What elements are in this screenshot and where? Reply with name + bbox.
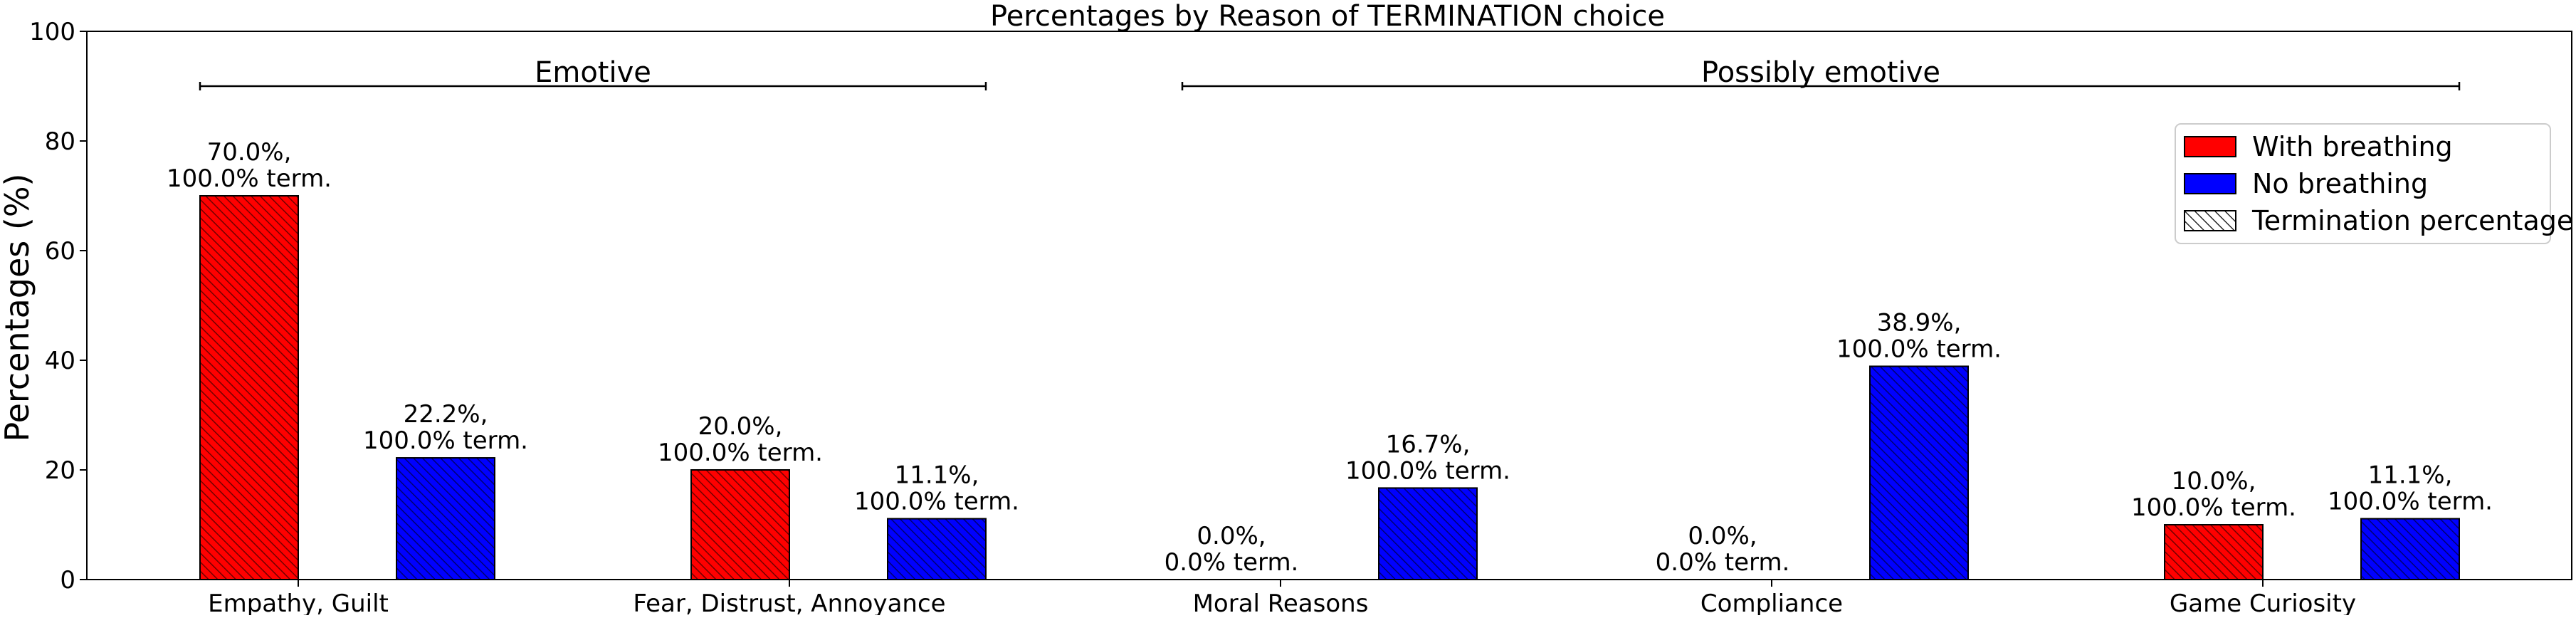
bar-hatch-overlay [1379,488,1477,580]
legend-swatch [2184,136,2236,157]
bar-value-label: 0.0%, [1688,522,1757,550]
bar-value-label: 10.0%, [2172,467,2256,496]
legend-label: With breathing [2252,131,2453,162]
y-tick-label: 100 [29,18,75,46]
y-tick-label: 60 [45,237,75,266]
group-label: Emotive [535,56,651,89]
bar-hatch-overlay [396,458,495,580]
x-tick-label: Game Curiosity [2170,590,2356,615]
bar-hatch-overlay [888,518,986,580]
bar-value-label: 22.2%, [404,400,488,429]
bar-hatch-overlay [691,470,789,580]
bar-term-label: 100.0% term. [658,439,823,467]
bar-term-label: 100.0% term. [1345,456,1510,485]
legend-label: No breathing [2252,168,2428,199]
group-label: Possibly emotive [1701,56,1940,89]
x-tick-label: Empathy, Guilt [208,590,389,615]
x-tick-label: Compliance [1700,590,1843,615]
plot-frame [86,31,2572,580]
bar-value-label: 11.1%, [2368,461,2453,490]
y-tick-label: 40 [45,347,75,375]
bar-value-label: 38.9%, [1877,308,1962,337]
legend-label: Termination percentage [2251,205,2573,236]
bar-hatch-overlay [200,196,298,580]
legend-swatch [2184,210,2236,231]
legend-box [2175,123,2551,244]
bar-term-label: 0.0% term. [1656,548,1790,577]
bar-value-label: 11.1%, [895,461,979,490]
y-tick-label: 80 [45,127,75,156]
bar-term-label: 100.0% term. [2328,488,2493,516]
bar-value-label: 16.7%, [1386,430,1471,459]
y-tick-label: 20 [45,456,75,485]
bar-value-label: 20.0%, [698,412,783,441]
bar-term-label: 100.0% term. [854,488,1019,516]
bar-value-label: 70.0%, [207,138,292,167]
x-tick-label: Fear, Distrust, Annoyance [633,590,945,615]
bar-hatch-overlay [1870,366,1968,580]
bar-value-label: 0.0%, [1197,522,1266,550]
bar-hatch-overlay [2361,518,2459,580]
bar-term-label: 100.0% term. [167,164,332,193]
bar-term-label: 100.0% term. [2131,493,2296,522]
bar-term-label: 100.0% term. [1836,335,2002,363]
y-axis-label: Percentages (%) [0,174,36,442]
bar-term-label: 100.0% term. [363,426,528,455]
bar-hatch-overlay [2165,525,2263,580]
x-tick-label: Moral Reasons [1193,590,1369,615]
y-tick-label: 0 [60,566,75,595]
legend-swatch [2184,173,2236,194]
bar-term-label: 0.0% term. [1165,548,1299,577]
chart-title: Percentages by Reason of TERMINATION cho… [990,0,1665,33]
